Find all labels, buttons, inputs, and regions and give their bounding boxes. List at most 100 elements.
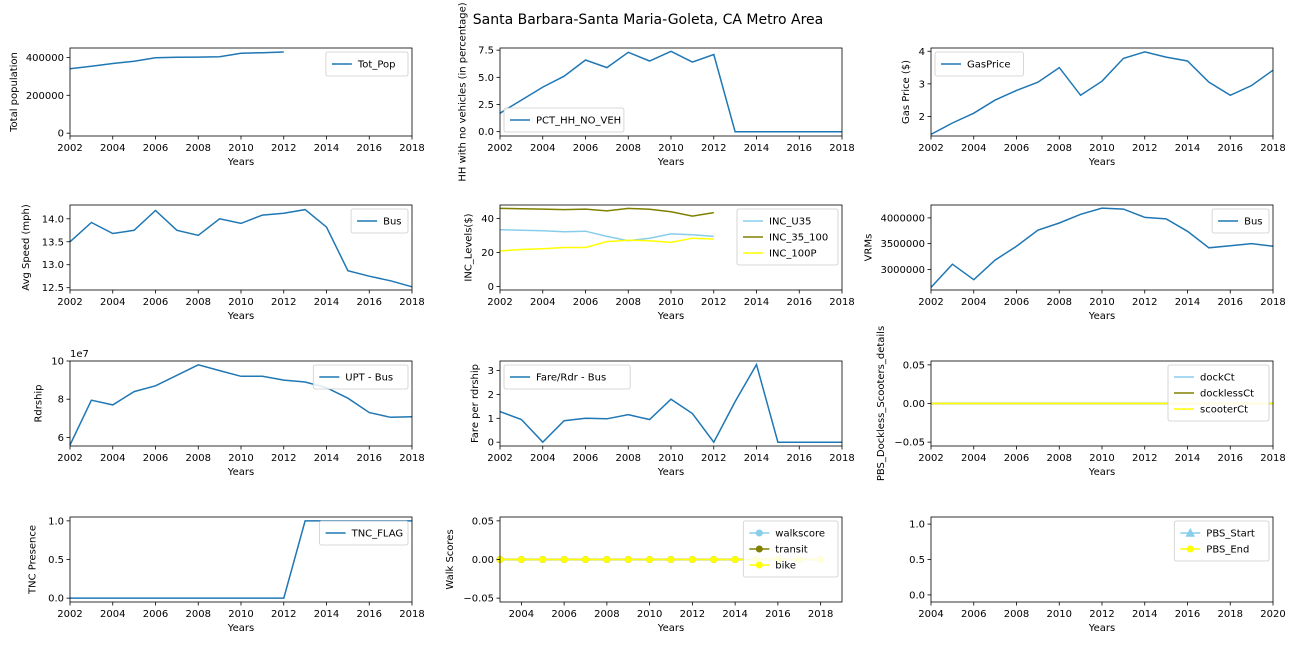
x-tick-label: 2018: [399, 609, 424, 620]
axis-offset-label: 1e7: [70, 349, 89, 360]
series-line-INC_U35: [499, 228, 714, 242]
x-tick-label: 2012: [1132, 297, 1157, 308]
x-tick-label: 2012: [680, 609, 705, 620]
y-tick-label: 0.00: [472, 555, 494, 566]
data-point: [603, 556, 611, 563]
y-tick-label: 8: [58, 395, 64, 406]
data-point: [731, 556, 739, 563]
legend-box: [350, 208, 409, 234]
legend-box: [1211, 208, 1270, 234]
x-axis-label: Years: [657, 311, 684, 322]
y-tick-label: 4: [919, 47, 925, 58]
y-tick-label: 12.5: [42, 283, 64, 294]
x-tick-label: 2002: [57, 143, 82, 154]
x-tick-label: 2014: [744, 143, 769, 154]
y-axis-label: Avg Speed (mph): [21, 204, 32, 291]
x-axis-label: Years: [1088, 623, 1115, 634]
x-tick-label: 2014: [722, 609, 747, 620]
x-tick-label: 2012: [1132, 453, 1157, 464]
legend-label: INC_35_100: [769, 233, 828, 244]
chart-panel-4: 2002 2004 2006 2008 2010 2012 2014 2016 2018 12.5…: [21, 204, 425, 322]
x-tick-label: 2006: [1004, 143, 1029, 154]
y-tick-label: 0.0: [909, 590, 925, 601]
x-tick-label: 2002: [918, 143, 943, 154]
x-tick-label: 2018: [1260, 143, 1285, 154]
x-tick-label: 2004: [530, 297, 555, 308]
x-tick-label: 2014: [314, 297, 339, 308]
legend: TNC_FLAG: [319, 520, 409, 546]
data-point: [667, 556, 675, 563]
y-tick-label: 2: [919, 112, 925, 123]
x-tick-label: 2018: [1260, 453, 1285, 464]
legend-label: Fare/Rdr - Bus: [536, 373, 606, 384]
y-tick-label: 13.0: [42, 260, 64, 271]
y-axis-label: TNC Presence: [27, 525, 38, 595]
x-tick-label: 2018: [399, 297, 424, 308]
legend-label: TNC_FLAG: [351, 529, 404, 540]
x-tick-label: 2010: [228, 143, 253, 154]
legend-label: walkscore: [775, 529, 825, 540]
x-tick-label: 2010: [1089, 297, 1114, 308]
x-tick-label: 2008: [186, 143, 211, 154]
y-tick-label: 3500000: [880, 239, 925, 250]
x-tick-label: 2006: [143, 143, 168, 154]
x-tick-label: 2020: [1260, 609, 1285, 620]
x-tick-label: 2006: [143, 297, 168, 308]
x-tick-label: 2006: [573, 143, 598, 154]
y-tick-label: 2: [488, 390, 494, 401]
x-tick-label: 2012: [701, 453, 726, 464]
x-tick-label: 2014: [314, 453, 339, 464]
x-axis-label: Years: [227, 467, 254, 478]
chart-panel-12: 2004 2006 2008 2010 2012 2014 2016 2018 2020 0.0 0…: [909, 516, 1286, 634]
y-tick-label: 20: [481, 248, 494, 259]
series-line-Tot_Pop: [69, 51, 284, 70]
legend-label: transit: [775, 545, 807, 556]
legend-marker: [755, 545, 763, 553]
y-tick-label: 0.05: [903, 360, 925, 371]
x-tick-label: 2010: [228, 609, 253, 620]
legend-label: UPT - Bus: [345, 373, 393, 384]
legend-label: GasPrice: [967, 60, 1010, 71]
x-axis-label: Years: [657, 157, 684, 168]
chart-panel-6: 2002 2004 2006 2008 2010 2012 2014 2016 2018 3000…: [864, 204, 1286, 322]
y-tick-label: 0.0: [478, 127, 494, 138]
y-tick-label: 2.5: [478, 100, 494, 111]
x-tick-label: 2012: [1132, 143, 1157, 154]
x-tick-label: 2012: [271, 297, 296, 308]
x-tick-label: 2008: [186, 297, 211, 308]
legend-box: [742, 520, 839, 578]
x-tick-label: 2006: [573, 453, 598, 464]
y-tick-label: −0.05: [463, 594, 494, 605]
x-tick-label: 2008: [1047, 453, 1072, 464]
data-point: [539, 556, 547, 563]
x-tick-label: 2004: [961, 297, 986, 308]
x-tick-label: 2006: [1004, 297, 1029, 308]
x-tick-label: 2018: [399, 453, 424, 464]
x-tick-label: 2018: [399, 143, 424, 154]
x-tick-label: 2006: [961, 609, 986, 620]
legend-box: [312, 364, 409, 390]
y-tick-label: 6: [58, 433, 64, 444]
x-tick-label: 2016: [787, 143, 812, 154]
legend: Tot_Pop: [325, 51, 409, 77]
y-tick-label: 4000000: [880, 213, 925, 224]
chart-panel-7: 2002 2004 2006 2008 2010 2012 2014 2016 2018 6 8 10…: [34, 349, 425, 478]
legend-box: [1173, 520, 1270, 562]
x-tick-label: 2016: [1218, 143, 1243, 154]
x-tick-label: 2016: [787, 297, 812, 308]
legend-box: [736, 208, 839, 266]
x-axis-label: Years: [1088, 311, 1115, 322]
x-axis-label: Years: [1088, 157, 1115, 168]
x-tick-label: 2010: [658, 453, 683, 464]
y-axis-label: PBS_Dockless_Scooters_details: [876, 326, 887, 481]
legend-label: INC_100P: [769, 249, 817, 260]
legend-box: [503, 107, 625, 133]
x-tick-label: 2008: [616, 453, 641, 464]
x-tick-label: 2016: [765, 609, 790, 620]
x-tick-label: 2004: [509, 609, 534, 620]
x-tick-label: 2016: [1218, 297, 1243, 308]
legend-label: Bus: [383, 217, 401, 228]
x-tick-label: 2012: [271, 453, 296, 464]
data-point: [624, 556, 632, 563]
figure-title: Santa Barbara-Santa Maria-Goleta, CA Met…: [473, 12, 824, 28]
